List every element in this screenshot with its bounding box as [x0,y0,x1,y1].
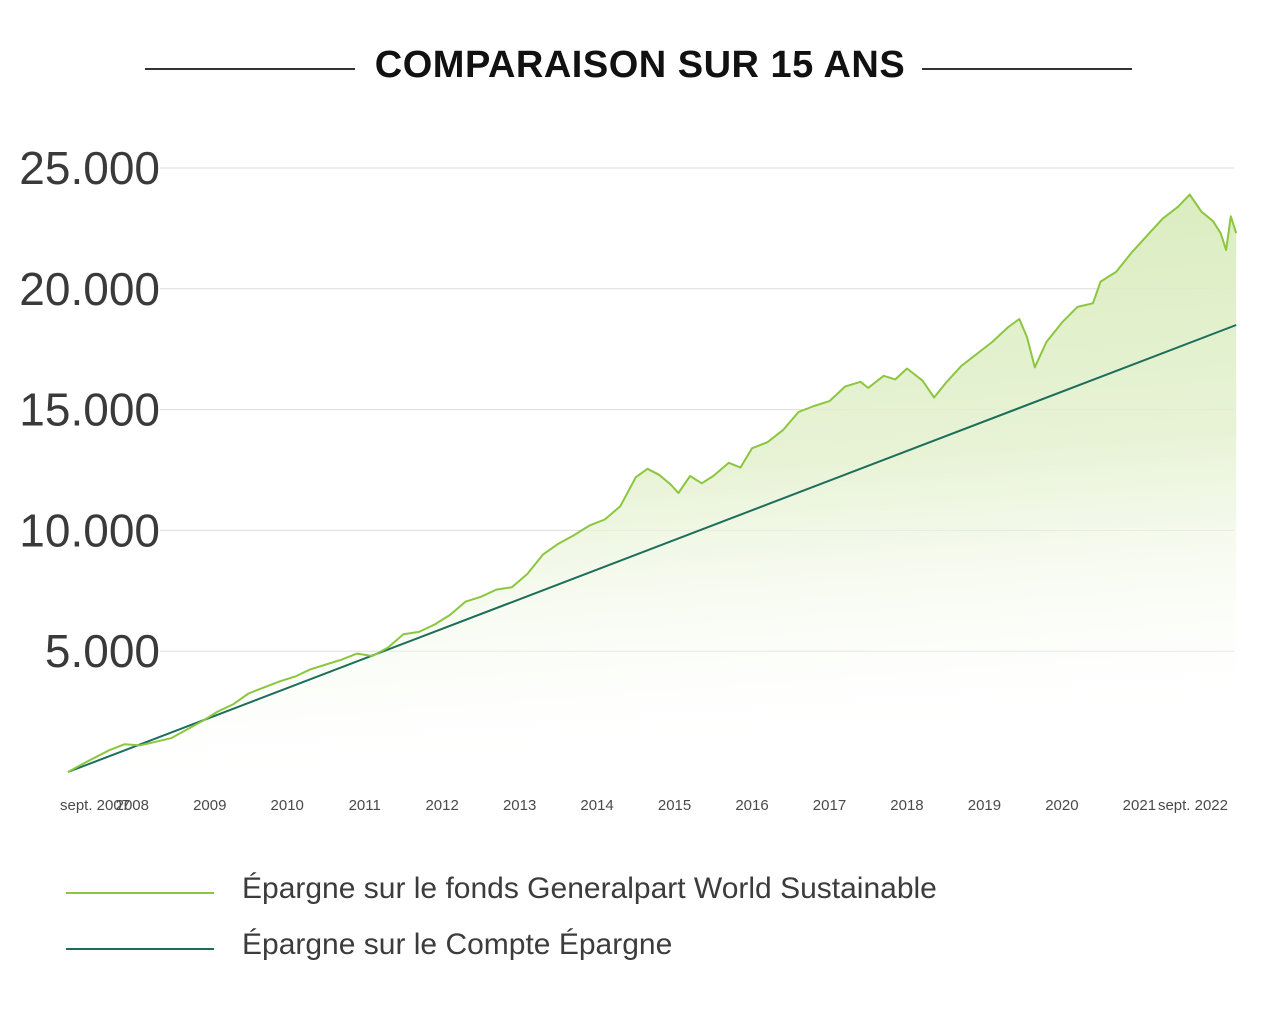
x-tick-label: 2009 [193,797,226,814]
x-tick-label: 2013 [503,797,536,814]
line-chart: 5.000 10.000 15.000 20.000 25.000 sept. 2007… [19,142,1238,814]
y-tick-label: 15.000 [19,384,160,436]
x-tick-label: 2015 [658,797,691,814]
y-tick-label: 5.000 [45,625,160,677]
y-tick-label: 20.000 [19,263,160,315]
x-tick-label: sept. 2022 [1158,797,1228,814]
savings-series-line [67,324,1237,773]
legend-swatch-fund [66,892,214,894]
x-tick-label: 2011 [349,797,381,814]
chart-title: COMPARAISON SUR 15 ANS [374,44,906,86]
y-tick-label: 25.000 [19,142,160,194]
legend-item-fund: Épargne sur le fonds Generalpart World S… [66,866,1216,922]
chart-title-block: COMPARAISON SUR 15 ANS [0,38,1280,98]
x-tick-label: 2019 [968,797,1001,814]
x-tick-label: 2016 [735,797,768,814]
x-tick-label: 2018 [890,797,923,814]
x-tick-label: 2014 [580,797,613,814]
legend-item-savings: Épargne sur le Compte Épargne [66,922,1216,978]
x-tick-label: 2020 [1045,797,1078,814]
x-tick-label: 2010 [271,797,304,814]
x-tick-label: 2008 [116,797,149,814]
legend: Épargne sur le fonds Generalpart World S… [66,866,1216,978]
fund-series-line [67,193,1238,773]
title-rule-right [922,68,1132,70]
x-tick-label: 2017 [813,797,846,814]
y-axis-ticks: 5.000 10.000 15.000 20.000 25.000 [19,142,160,677]
legend-label-fund: Épargne sur le fonds Generalpart World S… [242,872,937,905]
y-tick-label: 10.000 [19,504,160,556]
legend-swatch-savings [66,948,214,950]
legend-label-savings: Épargne sur le Compte Épargne [242,928,673,961]
x-tick-label: sept. 2007 [60,797,130,814]
series-layer [67,193,1238,773]
x-tick-label: 2021 [1123,797,1156,814]
title-rule-left [145,68,355,70]
fund-area [68,194,1237,773]
x-tick-label: 2012 [425,797,458,814]
